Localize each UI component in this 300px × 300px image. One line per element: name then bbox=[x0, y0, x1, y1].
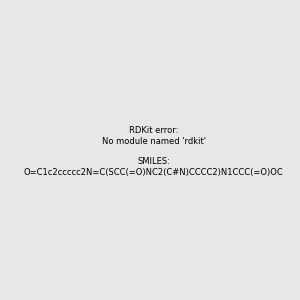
Text: RDKit error:
No module named 'rdkit'

SMILES:
O=C1c2ccccc2N=C(SCC(=O)NC2(C#N)CCC: RDKit error: No module named 'rdkit' SMI… bbox=[24, 126, 284, 177]
